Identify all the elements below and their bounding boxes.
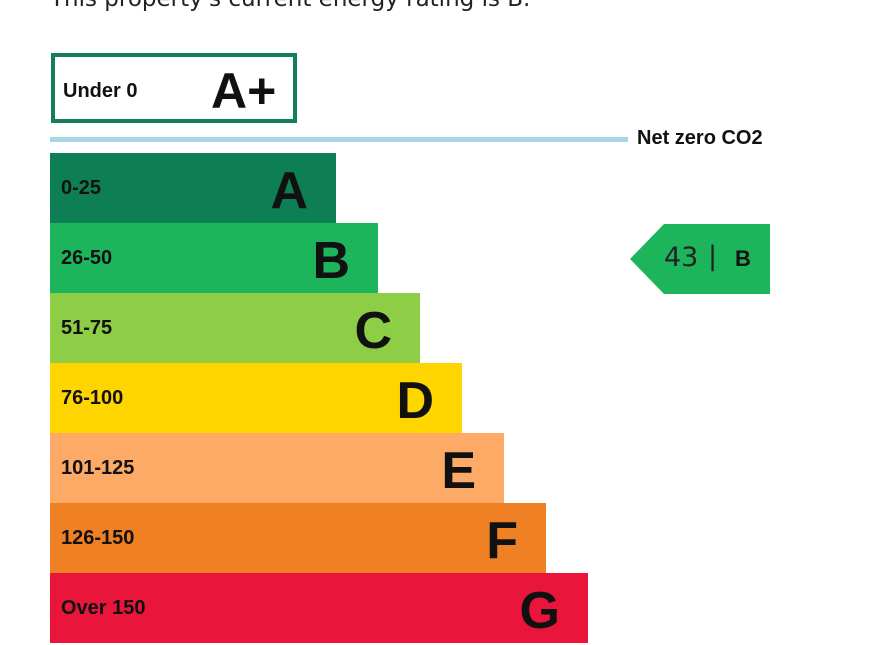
rating-band-letter: D <box>396 372 434 430</box>
current-rating-arrow-shape <box>630 224 770 294</box>
rating-band-letter: B <box>312 232 350 290</box>
rating-band-range-label: 101-125 <box>61 457 135 479</box>
rating-band-range-label: 51-75 <box>61 317 113 339</box>
rating-band-range-label: 76-100 <box>61 387 124 409</box>
rating-band-c: 51-75 C <box>50 293 420 363</box>
current-rating-separator: | <box>708 241 718 272</box>
rating-band-range-label: 0-25 <box>61 177 102 199</box>
rating-band-f: 126-150 F <box>50 503 546 573</box>
rating-band-range-label: Over 150 <box>61 597 146 619</box>
rating-band-b: 26-50 B <box>50 223 378 293</box>
current-rating-marker: 43 | B <box>630 224 770 294</box>
a-plus-range-label: Under 0 <box>63 80 138 102</box>
rating-band-d: 76-100 D <box>50 363 462 433</box>
intro-text: This property's current energy rating is… <box>50 0 530 12</box>
a-plus-letter: A+ <box>211 63 277 119</box>
rating-band-e: 101-125 E <box>50 433 504 503</box>
rating-band-letter: E <box>441 442 476 500</box>
a-plus-band: Under 0 A+ <box>51 53 297 123</box>
rating-band-g: Over 150 G <box>50 573 588 643</box>
current-rating-letter: B <box>735 246 751 271</box>
net-zero-line <box>50 137 628 142</box>
rating-band-letter: F <box>486 512 518 570</box>
rating-band-a: 0-25 A <box>50 153 336 223</box>
rating-band-letter: A <box>270 162 308 220</box>
net-zero-label: Net zero CO2 <box>637 127 763 149</box>
rating-band-range-label: 26-50 <box>61 247 113 269</box>
rating-band-letter: G <box>519 582 560 640</box>
rating-band-letter: C <box>354 302 392 360</box>
current-rating-score: 43 <box>664 242 699 273</box>
rating-band-range-label: 126-150 <box>61 527 135 549</box>
